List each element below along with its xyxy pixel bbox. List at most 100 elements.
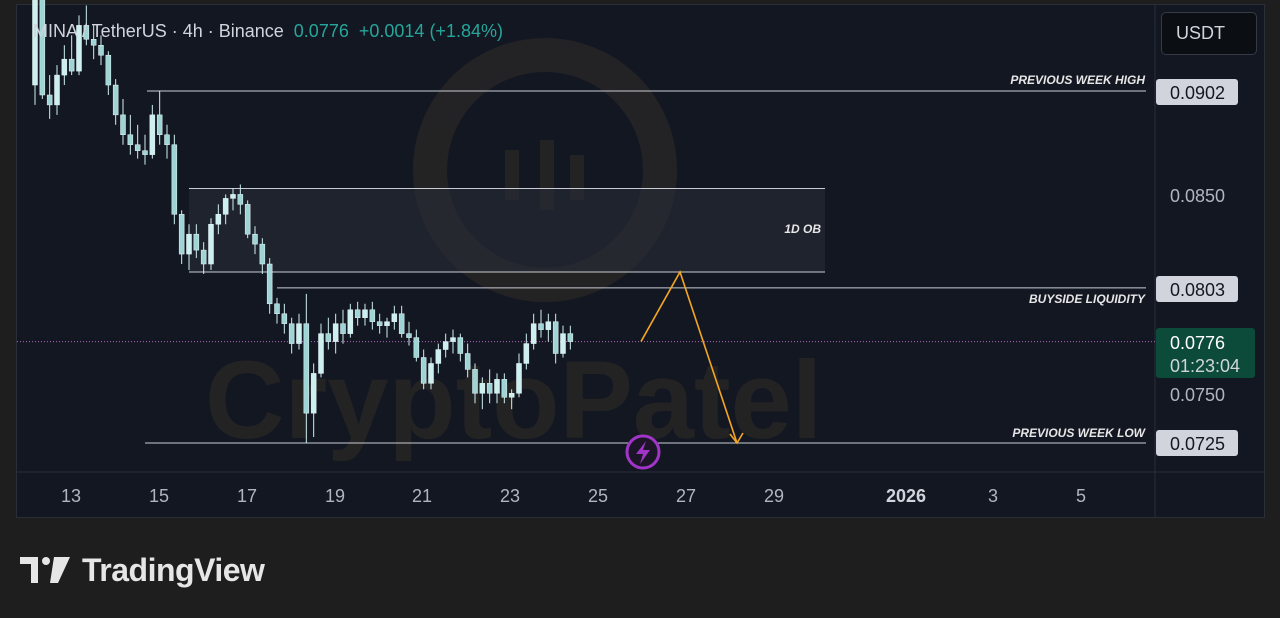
time-axis-label: 5: [1076, 486, 1086, 506]
candle-down[interactable]: [120, 114, 126, 136]
candle-down[interactable]: [98, 45, 104, 56]
candle-up[interactable]: [428, 363, 434, 384]
candle-down[interactable]: [398, 313, 405, 334]
candle-down[interactable]: [464, 353, 471, 370]
candle-down[interactable]: [39, 0, 46, 96]
candle-down[interactable]: [164, 134, 170, 145]
candle-up[interactable]: [362, 309, 368, 318]
time-axis-label: 27: [676, 486, 696, 506]
candle-up[interactable]: [494, 379, 500, 394]
candles[interactable]: [32, 0, 574, 443]
candle-up[interactable]: [76, 25, 82, 72]
candle-down[interactable]: [252, 233, 258, 245]
time-axis-label: 3: [988, 486, 998, 506]
candle-up[interactable]: [545, 321, 552, 330]
candle-down[interactable]: [420, 357, 427, 384]
candle-down[interactable]: [266, 263, 273, 305]
candle-down[interactable]: [134, 144, 141, 151]
candle-down[interactable]: [457, 337, 464, 354]
candle-up[interactable]: [523, 343, 530, 364]
time-axis-label: 13: [61, 486, 81, 506]
candle-up[interactable]: [442, 341, 449, 350]
zone-label: 1D OB: [784, 222, 821, 236]
candle-up[interactable]: [222, 198, 229, 215]
candle-down[interactable]: [46, 94, 53, 106]
candle-up[interactable]: [508, 393, 515, 398]
candle-down[interactable]: [325, 333, 332, 342]
candle-down[interactable]: [193, 233, 200, 251]
candle-up[interactable]: [347, 309, 354, 334]
candle-down[interactable]: [244, 204, 251, 235]
candle-down[interactable]: [406, 333, 412, 338]
candle-up[interactable]: [450, 337, 456, 342]
candle-up[interactable]: [332, 323, 339, 342]
last-price: 0.0776: [293, 21, 349, 41]
candle-down[interactable]: [259, 243, 266, 265]
candle-down[interactable]: [552, 321, 559, 354]
candle-down[interactable]: [340, 323, 346, 334]
candle-down[interactable]: [90, 39, 97, 46]
time-axis-label: 17: [237, 486, 257, 506]
level-label-previous-week-low: PREVIOUS WEEK LOW: [1012, 426, 1146, 440]
candle-up[interactable]: [296, 323, 302, 344]
candle-up[interactable]: [318, 333, 324, 374]
candle-up[interactable]: [208, 223, 214, 265]
time-axis-label: 29: [764, 486, 784, 506]
candle-up[interactable]: [149, 114, 156, 155]
candle-down[interactable]: [486, 383, 493, 394]
candle-up[interactable]: [310, 373, 317, 414]
candle-down[interactable]: [171, 144, 178, 215]
candle-down[interactable]: [156, 114, 163, 136]
candle-down[interactable]: [369, 309, 376, 322]
candle-down[interactable]: [413, 337, 420, 358]
candle-down[interactable]: [472, 369, 478, 394]
candle-down[interactable]: [112, 84, 119, 116]
candle-up[interactable]: [32, 0, 38, 86]
candle-up[interactable]: [391, 313, 398, 322]
candle-down[interactable]: [127, 134, 134, 145]
time-axis-label: 25: [588, 486, 608, 506]
candle-down[interactable]: [105, 54, 112, 86]
candle-up[interactable]: [435, 349, 442, 364]
candle-down[interactable]: [376, 321, 383, 326]
candle-up[interactable]: [384, 321, 390, 326]
candle-up[interactable]: [61, 58, 68, 76]
candle-up[interactable]: [186, 233, 192, 255]
candle-down[interactable]: [83, 25, 90, 40]
lightning-alert-icon[interactable]: [625, 434, 661, 470]
candle-down[interactable]: [274, 303, 280, 314]
candle-up[interactable]: [516, 363, 522, 394]
watermark-text: CryptoPatel: [205, 339, 822, 462]
candle-down[interactable]: [288, 323, 295, 344]
candle-down[interactable]: [281, 313, 288, 324]
symbol-header: MINA / TetherUS · 4h · Binance 0.0776 +0…: [33, 21, 503, 42]
projection-arrow[interactable]: [640, 270, 744, 445]
level-label-previous-week-high: PREVIOUS WEEK HIGH: [1010, 73, 1145, 87]
candle-up[interactable]: [530, 323, 537, 344]
currency-button[interactable]: USDT: [1161, 12, 1257, 55]
candle-down[interactable]: [538, 323, 544, 330]
candle-down[interactable]: [567, 333, 574, 342]
candle-down[interactable]: [303, 323, 310, 414]
candle-down[interactable]: [354, 309, 361, 318]
candle-down[interactable]: [142, 150, 148, 155]
order-block-zone[interactable]: 1D OB: [189, 187, 825, 273]
candle-up[interactable]: [479, 383, 486, 394]
symbol-title: MINA / TetherUS · 4h · Binance: [33, 21, 284, 41]
time-axis[interactable]: 13 15 17 19 21 23 25 27 29 2026 3 5: [61, 486, 1086, 506]
candle-up[interactable]: [54, 74, 60, 106]
candle-down[interactable]: [200, 249, 207, 265]
time-axis-label: 15: [149, 486, 169, 506]
countdown-timer: 01:23:04: [1170, 356, 1240, 376]
candle-down[interactable]: [178, 214, 185, 255]
candle-up[interactable]: [215, 214, 222, 225]
candle-up[interactable]: [560, 333, 566, 354]
tradingview-wordmark: TradingView: [82, 551, 265, 588]
svg-text:0.0803: 0.0803: [1170, 280, 1225, 300]
candle-down[interactable]: [68, 58, 75, 72]
candle-up[interactable]: [230, 194, 236, 199]
svg-text:0.0725: 0.0725: [1170, 434, 1225, 454]
candle-down[interactable]: [237, 194, 244, 205]
candle-down[interactable]: [501, 379, 508, 398]
